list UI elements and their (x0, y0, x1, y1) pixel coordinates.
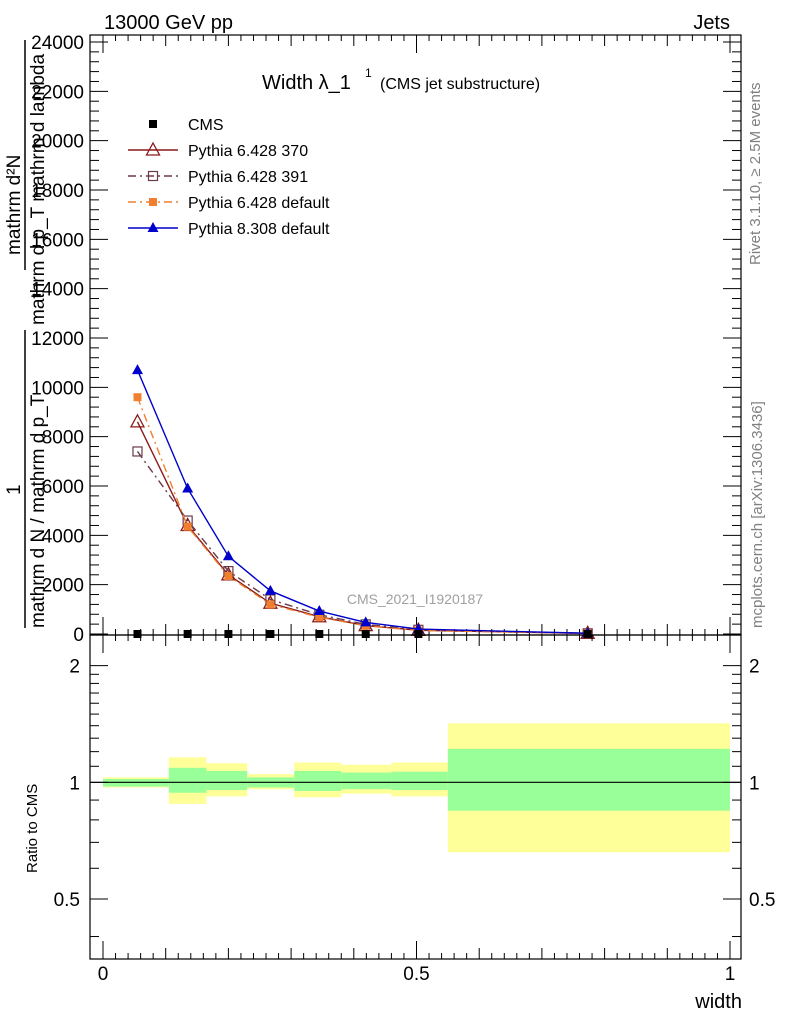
y-tick-label: 10000 (31, 378, 84, 399)
y-tick-label: 20000 (31, 132, 84, 153)
ratio-ylabel: Ratio to CMS (24, 784, 41, 873)
ratio-band-inner (168, 767, 207, 793)
y-tick-label: 18000 (31, 181, 84, 202)
x-tick-label: 1 (725, 964, 736, 985)
legend-label: Pythia 8.308 default (188, 221, 330, 238)
y-axis-label: mathrm d²N mathrm d p_T mathrm d lambda … (4, 40, 49, 628)
data-point (315, 613, 324, 622)
y-label-numerator: mathrm d²N (4, 155, 25, 255)
data-point (183, 630, 192, 638)
ratio-y-tick-label-right: 1 (749, 773, 760, 794)
ratio-y-tick-label: 1 (69, 773, 80, 794)
data-point (224, 630, 233, 638)
beam-label: 13000 GeV pp (104, 12, 233, 34)
y-tick-label: 14000 (31, 280, 84, 301)
series-line (136, 369, 588, 634)
title-main: Width λ_1 (262, 72, 351, 94)
title-sub: (CMS jet substructure) (380, 76, 540, 93)
x-tick-label: 0.5 (403, 964, 429, 985)
y-label-prefactor: 1 (4, 484, 25, 495)
ratio-y-tick-label: 2 (69, 657, 80, 678)
data-point (315, 630, 324, 638)
process-label: Jets (693, 12, 730, 34)
ratio-band-inner (294, 770, 342, 791)
plot-title: Width λ_1 1 (CMS jet substructure) (262, 66, 540, 94)
y-tick-label: 8000 (42, 428, 84, 449)
data-point (222, 550, 234, 561)
y-tick-label: 24000 (31, 33, 84, 54)
y-tick-label: 2000 (42, 576, 84, 597)
legend-marker (145, 141, 161, 156)
legend-marker (149, 198, 157, 206)
y-tick-label: 4000 (42, 526, 84, 547)
legend-marker (147, 170, 159, 182)
y-tick-label: 6000 (42, 477, 84, 498)
y-label-bottom: mathrm d N / mathrm d p_T (28, 394, 49, 628)
legend-marker (147, 222, 159, 232)
y-tick-label: 12000 (31, 329, 84, 350)
ratio-band-inner (391, 771, 448, 791)
data-point (414, 630, 423, 638)
ratio-y-tick-label-right: 0.5 (749, 890, 775, 911)
x-axis-label: width (694, 991, 742, 1013)
ratio-axis-ticks: 0.5 0.5 1 1 2 2 0 0.5 1 (54, 635, 775, 985)
x-tick-label: 0 (98, 964, 109, 985)
legend-label: Pythia 6.428 391 (188, 169, 308, 186)
ratio-bands (103, 723, 730, 853)
data-point (360, 616, 372, 627)
ratio-panel-frame (89, 634, 742, 960)
data-point (583, 630, 592, 638)
rivet-label: Rivet 3.1.10, ≥ 2.5M events (747, 83, 764, 266)
ratio-band-inner (447, 748, 730, 811)
data-point (182, 482, 194, 493)
legend: CMS Pythia 6.428 370 Pythia 6.428 391 Pythi… (128, 117, 330, 238)
main-series-layer (129, 364, 596, 640)
data-point (224, 572, 233, 581)
legend-label: Pythia 6.428 370 (188, 143, 308, 160)
data-point (361, 630, 370, 638)
legend-marker (149, 120, 157, 128)
data-point (266, 600, 275, 609)
legend-label: Pythia 6.428 default (188, 195, 330, 212)
data-point (133, 630, 142, 638)
data-point (131, 364, 143, 375)
y-tick-label: 22000 (31, 82, 84, 103)
mcplots-label: mcplots.cern.ch [arXiv:1306.3436] (749, 401, 766, 628)
main-axis-ticks: 0 2000 4000 6000 8000 10000 12000 14000 16000 180… (31, 33, 741, 646)
data-point (132, 446, 143, 457)
data-point (313, 605, 325, 616)
series-line (136, 451, 588, 635)
y-tick-label: 16000 (31, 230, 84, 251)
ratio-band-inner (341, 772, 392, 790)
ratio-band-inner (206, 770, 248, 791)
ratio-y-tick-label-right: 2 (749, 657, 760, 678)
data-point (264, 584, 276, 595)
analysis-watermark: CMS_2021_I1920187 (347, 591, 483, 607)
data-point (183, 522, 192, 531)
ratio-y-tick-label: 0.5 (54, 890, 80, 911)
title-superscript: 1 (365, 66, 372, 80)
y-label-denominator: mathrm d p_T mathrm d lambda (28, 54, 49, 325)
y-tick-label: 0 (73, 625, 84, 646)
data-point (133, 393, 142, 402)
data-point (266, 630, 275, 638)
legend-label: CMS (188, 117, 224, 134)
series-line (136, 396, 588, 635)
data-point (129, 413, 146, 428)
series-0 (133, 630, 592, 638)
